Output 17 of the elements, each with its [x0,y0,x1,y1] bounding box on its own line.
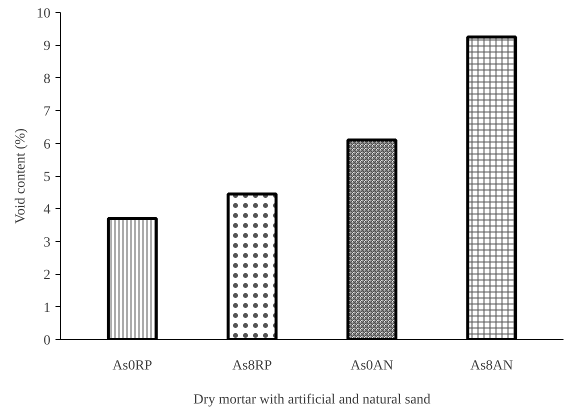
y-tick-label: 8 [44,72,50,87]
y-tick-label: 9 [44,39,50,54]
x-tick-label: As0AN [350,358,394,374]
y-axis-title: Void content (%) [14,128,28,224]
x-tick-label: As8AN [470,358,514,374]
y-tick-label: 4 [44,202,50,218]
y-tick-label: 5 [44,170,50,185]
y-tick-label: 3 [44,235,50,250]
y-tick-label: 1 [44,300,50,316]
y-tick-label: 0 [44,334,50,348]
y-tick-label: 6 [44,137,50,152]
x-tick-label: As0RP [112,358,152,374]
y-tick-label: 10 [36,6,50,22]
y-tick-label: 7 [44,104,50,120]
x-axis-title: Dry mortar with artificial and natural sand [193,392,431,408]
x-tick-label: As8RP [232,358,272,374]
y-tick-label: 2 [44,268,50,284]
